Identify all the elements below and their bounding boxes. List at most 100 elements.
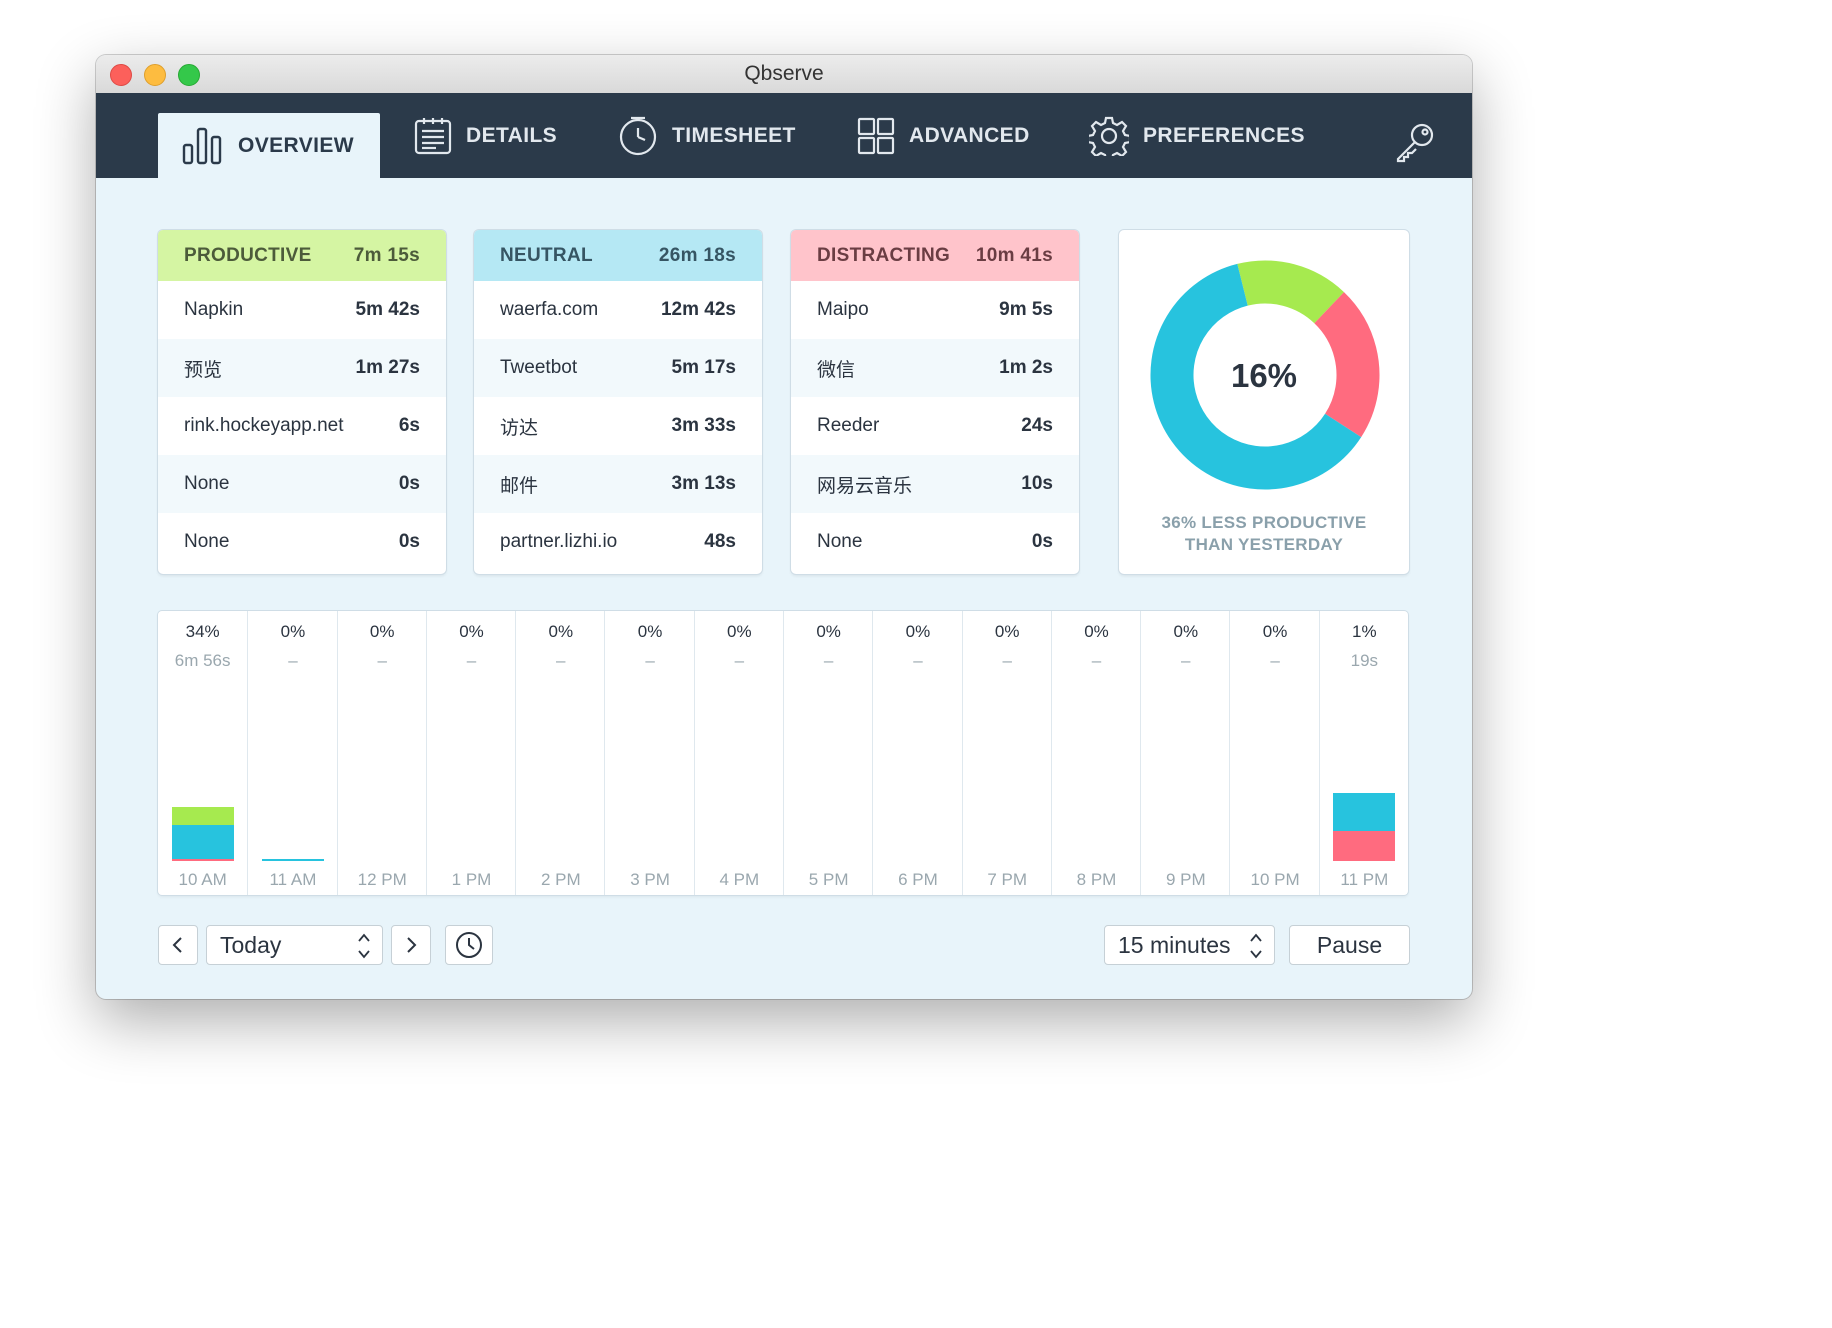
list-item[interactable]: Tweetbot 5m 17s <box>474 339 762 397</box>
hour-column[interactable]: 0% – 5 PM <box>783 611 873 895</box>
app-time: 1m 2s <box>999 357 1053 378</box>
donut-slice-neutral <box>1150 260 1380 490</box>
donut-slice-distracting <box>1150 260 1380 490</box>
hour-column[interactable]: 0% – 12 PM <box>336 611 427 895</box>
tab-preferences-label: PREFERENCES <box>1143 123 1305 147</box>
hour-column[interactable]: 0% – 6 PM <box>872 611 962 895</box>
pause-label: Pause <box>1316 931 1383 958</box>
list-item[interactable]: Maipo 9m 5s <box>791 281 1079 339</box>
chevron-right-icon <box>407 937 417 953</box>
hour-column[interactable]: 1% 19s 11 PM <box>1318 611 1409 895</box>
period-value: Today <box>220 931 282 958</box>
hour-column[interactable]: 0% – 7 PM <box>961 611 1052 895</box>
interval-select[interactable]: 15 minutes <box>1104 925 1275 965</box>
app-name: Napkin <box>184 299 244 320</box>
list-item[interactable]: 邮件 3m 13s <box>474 455 762 513</box>
app-time: 0s <box>398 531 420 552</box>
hour-duration: 6m 56s <box>174 651 231 670</box>
hour-percent: 0% <box>369 622 395 641</box>
previous-period-button[interactable] <box>158 925 198 965</box>
hour-duration: – <box>1002 651 1012 670</box>
hour-column[interactable]: 0% – 1 PM <box>425 611 516 895</box>
clock-icon <box>619 116 657 155</box>
list-item[interactable]: 预览 1m 27s <box>158 339 446 397</box>
hour-duration: – <box>645 651 655 670</box>
hour-duration: – <box>913 651 923 670</box>
productive-header: PRODUCTIVE 7m 15s <box>158 230 446 281</box>
hour-label: 3 PM <box>630 870 670 889</box>
zoom-window-button[interactable] <box>178 64 200 86</box>
list-item[interactable]: Reeder 24s <box>791 397 1079 455</box>
hour-column[interactable]: 34% 6m 56s 10 AM <box>158 611 247 895</box>
window-title: Qbserve <box>744 62 824 85</box>
up-down-arrows-icon <box>1250 933 1262 959</box>
hour-column[interactable]: 0% – 3 PM <box>604 611 694 895</box>
hour-percent: 34% <box>185 622 220 641</box>
hour-label: 10 AM <box>178 870 227 889</box>
list-item[interactable]: 访达 3m 33s <box>474 397 762 455</box>
up-down-arrows-icon <box>358 933 370 959</box>
app-time: 9m 5s <box>999 299 1053 320</box>
hour-column[interactable]: 0% – 11 AM <box>247 611 337 895</box>
hour-duration: – <box>1091 651 1102 670</box>
list-item[interactable]: Napkin 5m 42s <box>158 281 446 339</box>
hour-column[interactable]: 0% – 9 PM <box>1140 611 1230 895</box>
app-time: 1m 27s <box>355 357 420 378</box>
tab-overview-label: OVERVIEW <box>238 133 355 157</box>
hour-bar-neutral <box>261 859 324 861</box>
app-time: 5m 42s <box>355 299 420 320</box>
license-key-button[interactable] <box>1394 121 1436 168</box>
tab-overview[interactable]: OVERVIEW <box>158 113 381 178</box>
app-time: 0s <box>1031 531 1053 552</box>
history-button[interactable] <box>445 925 493 965</box>
app-time: 48s <box>704 531 736 552</box>
productive-card: PRODUCTIVE 7m 15s Napkin 5m 42s 预览 1m 27s … <box>158 230 446 574</box>
list-item[interactable]: 微信 1m 2s <box>791 339 1079 397</box>
hour-column[interactable]: 0% – 4 PM <box>693 611 784 895</box>
next-period-button[interactable] <box>391 925 431 965</box>
hour-bar-productive <box>171 807 234 825</box>
hour-label: 8 PM <box>1076 870 1117 889</box>
chevron-left-icon <box>172 937 182 953</box>
app-name: None <box>817 531 863 552</box>
hour-label: 11 AM <box>269 870 317 889</box>
app-time: 12m 42s <box>660 299 736 320</box>
list-item[interactable]: waerfa.com 12m 42s <box>474 281 762 339</box>
productivity-summary-card: 16% 36% LESS PRODUCTIVE THAN YESTERDAY <box>1119 230 1409 574</box>
tab-details[interactable]: DETAILS <box>414 93 557 178</box>
distracting-total: 10m 41s <box>975 244 1053 266</box>
hour-label: 7 PM <box>987 870 1028 889</box>
hour-column[interactable]: 0% – 8 PM <box>1050 611 1141 895</box>
list-item[interactable]: rink.hockeyapp.net 6s <box>158 397 446 455</box>
list-item[interactable]: 网易云音乐 10s <box>791 455 1079 513</box>
app-time: 3m 13s <box>671 473 736 494</box>
hour-duration: – <box>556 651 566 670</box>
hour-duration: – <box>377 651 387 670</box>
app-name: Reeder <box>817 415 880 436</box>
minimize-window-button[interactable] <box>144 64 166 86</box>
hour-percent: 0% <box>905 622 931 641</box>
app-name: 微信 <box>817 359 856 381</box>
hour-label: 12 PM <box>357 870 407 889</box>
hour-bar-distracting <box>171 859 234 861</box>
tab-preferences[interactable]: PREFERENCES <box>1089 93 1305 178</box>
hourly-timeline: 34% 6m 56s 10 AM 0% – 11 AM 0% – 12 PM 0% – 1 PM 0% –… <box>158 611 1408 895</box>
pause-button[interactable]: Pause <box>1289 925 1410 965</box>
period-select[interactable]: Today <box>206 925 383 965</box>
list-item[interactable]: None 0s <box>158 455 446 513</box>
app-name: 网易云音乐 <box>817 475 913 497</box>
neutral-total: 26m 18s <box>658 244 736 266</box>
hour-label: 4 PM <box>719 870 760 889</box>
close-window-button[interactable] <box>110 64 132 86</box>
gear-icon <box>1089 116 1129 156</box>
list-item[interactable]: partner.lizhi.io 48s <box>474 513 762 571</box>
tab-advanced[interactable]: ADVANCED <box>857 93 1030 178</box>
hour-column[interactable]: 0% – 2 PM <box>515 611 605 895</box>
app-time: 10s <box>1021 473 1053 494</box>
hour-column[interactable]: 0% – 10 PM <box>1229 611 1319 895</box>
list-item[interactable]: None 0s <box>158 513 446 571</box>
list-item[interactable]: None 0s <box>791 513 1079 571</box>
hour-duration: – <box>1270 651 1280 670</box>
tab-timesheet[interactable]: TIMESHEET <box>618 93 796 178</box>
tab-bar: OVERVIEW DETAILS TIMESHEET ADVANCED <box>96 93 1472 178</box>
